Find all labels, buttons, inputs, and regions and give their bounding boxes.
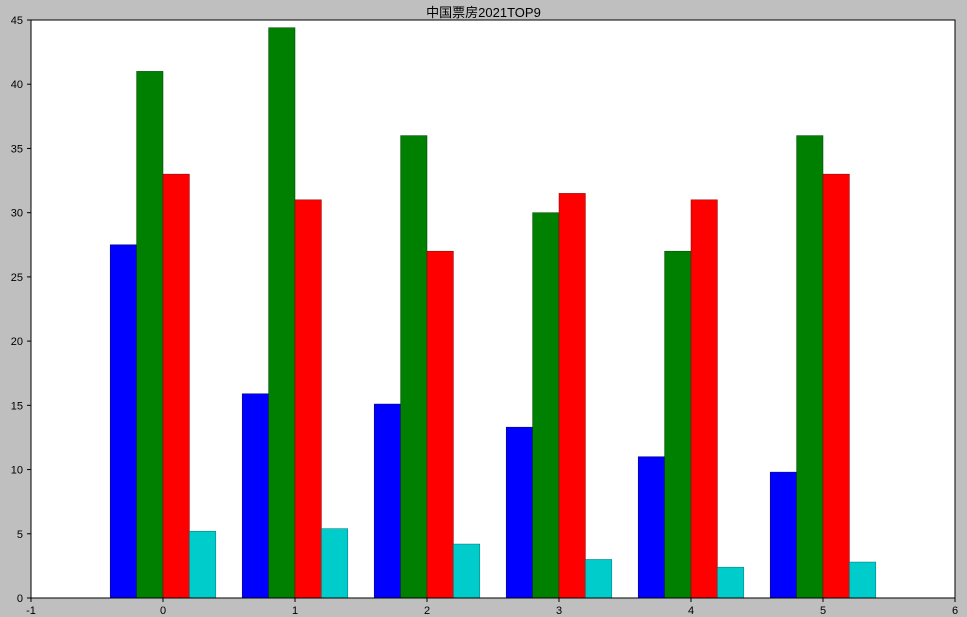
y-tick-label: 10 [11,465,23,477]
x-tick-label: 2 [424,605,430,617]
bar-s2 [137,71,163,598]
bar-s1 [374,404,400,598]
y-tick-label: 0 [17,593,23,605]
y-tick-label: 25 [11,272,23,284]
bar-s2 [269,28,295,598]
bar-s4 [849,562,875,598]
y-tick-label: 40 [11,79,23,91]
bar-s2 [401,136,427,598]
bar-s3 [427,251,453,598]
bar-s1 [638,457,664,598]
bar-s3 [295,200,321,598]
bar-s2 [533,213,559,598]
bar-s4 [717,567,743,598]
y-tick-label: 35 [11,143,23,155]
bar-s1 [242,394,268,598]
bar-s2 [797,136,823,598]
bar-s4 [585,559,611,598]
x-tick-label: 4 [688,605,694,617]
x-tick-label: 0 [160,605,166,617]
bar-s3 [691,200,717,598]
x-tick-label: 1 [292,605,298,617]
y-tick-label: 20 [11,336,23,348]
bar-s1 [770,472,796,598]
bar-s1 [506,427,532,598]
bar-s3 [559,193,585,598]
x-tick-label: 5 [820,605,826,617]
x-tick-label: -1 [26,605,36,617]
chart-figure: 中国票房2021TOP9 -10123456051015202530354045 [0,0,967,617]
chart-canvas: -10123456051015202530354045 [0,0,967,617]
bar-s3 [823,174,849,598]
bar-s2 [665,251,691,598]
y-tick-label: 5 [17,529,23,541]
bar-s4 [453,544,479,598]
bar-s3 [163,174,189,598]
bar-s4 [321,529,347,598]
chart-title: 中国票房2021TOP9 [0,2,967,21]
bar-s1 [110,245,136,598]
y-tick-label: 15 [11,400,23,412]
x-tick-label: 3 [556,605,562,617]
bar-s4 [189,531,215,598]
x-tick-label: 6 [952,605,958,617]
y-tick-label: 30 [11,208,23,220]
